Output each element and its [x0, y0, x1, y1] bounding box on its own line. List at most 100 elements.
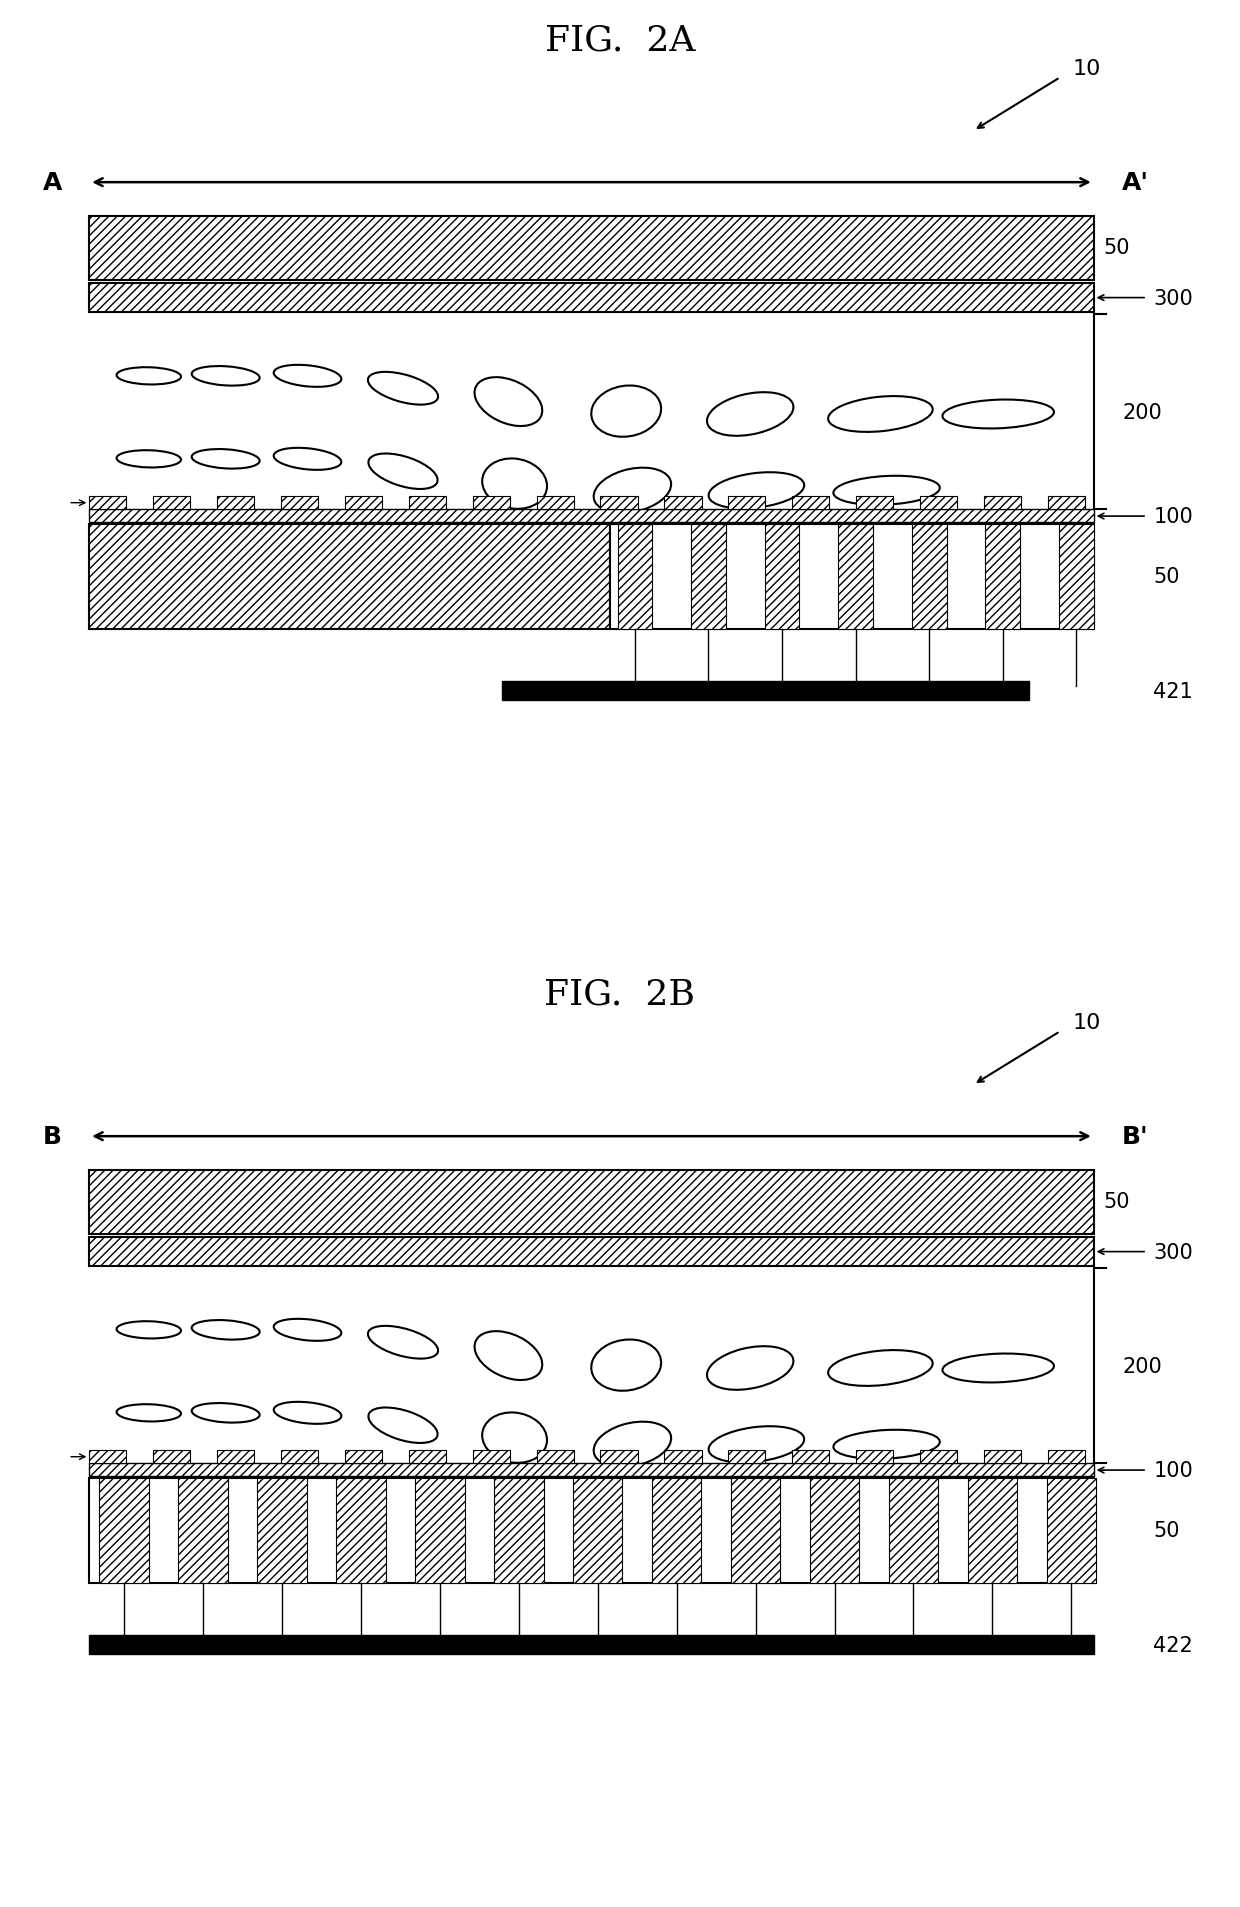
Bar: [89, 509, 1094, 523]
Bar: [765, 524, 800, 629]
Ellipse shape: [708, 1426, 805, 1463]
Ellipse shape: [368, 454, 438, 490]
Bar: [610, 524, 1094, 629]
Ellipse shape: [708, 473, 805, 509]
Bar: [89, 1465, 1094, 1476]
Ellipse shape: [192, 366, 259, 387]
Bar: [502, 683, 1029, 702]
Bar: [983, 1449, 1021, 1465]
Text: 421: 421: [1153, 681, 1193, 702]
Bar: [600, 498, 637, 509]
Bar: [345, 498, 382, 509]
Bar: [691, 524, 725, 629]
Bar: [217, 498, 254, 509]
Bar: [281, 498, 319, 509]
Bar: [920, 498, 957, 509]
Ellipse shape: [591, 387, 661, 437]
Text: 200: 200: [1122, 402, 1162, 421]
Bar: [792, 498, 830, 509]
Ellipse shape: [482, 460, 547, 509]
Text: 50: 50: [1104, 1192, 1130, 1211]
Text: A: A: [42, 172, 62, 195]
Text: 100: 100: [1153, 507, 1193, 526]
Bar: [856, 1449, 893, 1465]
Bar: [856, 498, 893, 509]
Ellipse shape: [192, 1404, 259, 1423]
Ellipse shape: [828, 397, 932, 433]
Bar: [154, 1449, 191, 1465]
Ellipse shape: [117, 1322, 181, 1339]
Bar: [89, 284, 1094, 313]
Ellipse shape: [475, 378, 542, 427]
Text: 100: 100: [1153, 1461, 1193, 1480]
Bar: [911, 524, 946, 629]
Ellipse shape: [482, 1413, 547, 1463]
Bar: [537, 498, 574, 509]
Bar: [89, 524, 610, 629]
Ellipse shape: [274, 366, 341, 387]
Text: FIG.  2B: FIG. 2B: [544, 978, 696, 1011]
Text: B': B': [1122, 1125, 1148, 1148]
Bar: [652, 1478, 702, 1583]
Bar: [1059, 524, 1094, 629]
Bar: [89, 1449, 126, 1465]
Bar: [409, 498, 446, 509]
Bar: [89, 1636, 1094, 1653]
Ellipse shape: [707, 393, 794, 437]
Text: 300: 300: [1153, 1241, 1193, 1262]
Ellipse shape: [192, 1320, 259, 1341]
Bar: [665, 498, 702, 509]
Text: 422: 422: [1153, 1634, 1193, 1655]
Ellipse shape: [274, 1402, 341, 1425]
Bar: [154, 498, 191, 509]
Bar: [1047, 1478, 1096, 1583]
Bar: [983, 498, 1021, 509]
Text: FIG.  2A: FIG. 2A: [544, 25, 696, 57]
Text: 50: 50: [1153, 1520, 1179, 1541]
Bar: [986, 524, 1021, 629]
Bar: [409, 1449, 446, 1465]
Bar: [494, 1478, 543, 1583]
Bar: [99, 1478, 149, 1583]
Bar: [573, 1478, 622, 1583]
Text: 50: 50: [1153, 566, 1179, 587]
Text: 10: 10: [1073, 59, 1101, 78]
Bar: [537, 1449, 574, 1465]
Bar: [730, 1478, 780, 1583]
Ellipse shape: [594, 1423, 671, 1466]
Ellipse shape: [833, 477, 940, 505]
Bar: [336, 1478, 386, 1583]
Bar: [665, 1449, 702, 1465]
Bar: [89, 1478, 1094, 1583]
Bar: [600, 1449, 637, 1465]
Bar: [89, 1171, 1094, 1236]
Text: B: B: [43, 1125, 62, 1148]
Bar: [217, 1449, 254, 1465]
Ellipse shape: [368, 372, 438, 406]
Bar: [728, 498, 765, 509]
Bar: [1048, 1449, 1085, 1465]
Bar: [415, 1478, 465, 1583]
Ellipse shape: [368, 1407, 438, 1444]
Bar: [89, 1238, 1094, 1266]
Ellipse shape: [475, 1331, 542, 1381]
Ellipse shape: [594, 469, 671, 513]
Bar: [472, 1449, 510, 1465]
Bar: [889, 1478, 939, 1583]
Ellipse shape: [368, 1325, 438, 1360]
Bar: [792, 1449, 830, 1465]
Bar: [967, 1478, 1017, 1583]
Ellipse shape: [117, 1404, 181, 1423]
Ellipse shape: [942, 1354, 1054, 1383]
Ellipse shape: [274, 448, 341, 471]
Bar: [920, 1449, 957, 1465]
Text: 300: 300: [1153, 288, 1193, 309]
Bar: [472, 498, 510, 509]
Ellipse shape: [274, 1320, 341, 1341]
Bar: [257, 1478, 306, 1583]
Text: A': A': [1122, 172, 1149, 195]
Ellipse shape: [591, 1341, 661, 1390]
Bar: [345, 1449, 382, 1465]
Ellipse shape: [192, 450, 259, 469]
Bar: [728, 1449, 765, 1465]
